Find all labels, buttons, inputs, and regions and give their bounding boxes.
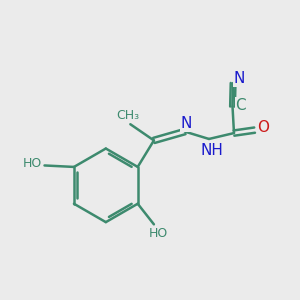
Text: HO: HO [149, 227, 168, 240]
Text: N: N [181, 116, 192, 131]
Text: C: C [236, 98, 246, 112]
Text: O: O [257, 120, 269, 135]
Text: HO: HO [22, 158, 42, 170]
Text: NH: NH [200, 142, 223, 158]
Text: N: N [234, 71, 245, 86]
Text: CH₃: CH₃ [116, 109, 140, 122]
